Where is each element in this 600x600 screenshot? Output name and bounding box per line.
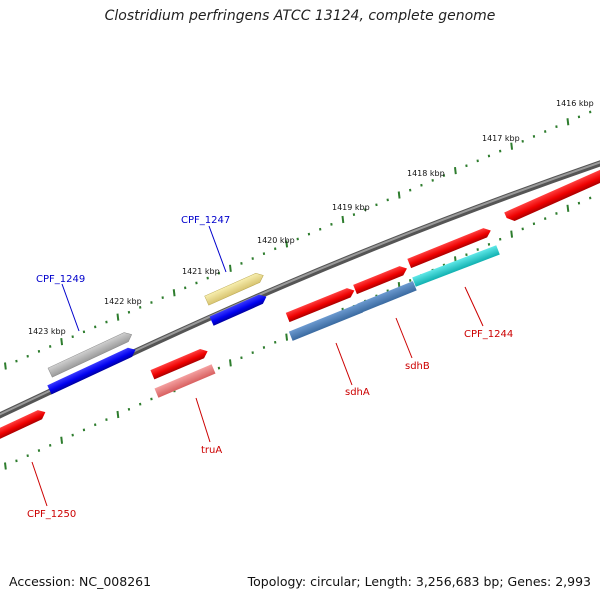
- cds-forward-8[interactable]: [0, 408, 47, 442]
- gene-CPF_1249[interactable]: [47, 330, 134, 378]
- kbp-label-1418: 1418 kbp: [407, 169, 445, 178]
- cds-forward-5[interactable]: [353, 264, 409, 295]
- cds-forward-4[interactable]: [407, 226, 492, 269]
- gene-label-CPF_1247[interactable]: CPF_1247: [181, 215, 230, 226]
- gene-truA[interactable]: [154, 364, 216, 398]
- leader-line-CPF_1247: [208, 225, 227, 273]
- cds-forward-3[interactable]: [504, 166, 600, 223]
- major-tick: [116, 410, 120, 419]
- gene-label-CPF_1244[interactable]: CPF_1244: [464, 329, 513, 340]
- major-tick: [510, 142, 514, 150]
- major-tick: [229, 359, 232, 367]
- kbp-label-1421: 1421 kbp: [182, 267, 220, 276]
- major-tick: [4, 362, 7, 370]
- major-tick: [285, 333, 289, 341]
- major-tick: [4, 462, 7, 470]
- gene-label-sdhA[interactable]: sdhA: [345, 387, 370, 398]
- gene-label-truA[interactable]: truA: [201, 445, 222, 456]
- genome-backbone: [0, 160, 600, 419]
- kbp-label-1417: 1417 kbp: [482, 134, 520, 143]
- inner-feature-track: [154, 245, 500, 398]
- kbp-label-1423: 1423 kbp: [28, 327, 66, 336]
- leader-line-CPF_1249: [61, 283, 80, 332]
- major-tick: [285, 240, 289, 248]
- major-tick: [397, 191, 401, 199]
- major-tick: [566, 118, 570, 126]
- leader-line-CPF_1244: [464, 286, 484, 327]
- major-tick: [172, 289, 176, 297]
- kbp-label-1420: 1420 kbp: [257, 236, 295, 245]
- major-tick: [341, 215, 345, 224]
- forward-feature-track: [0, 166, 600, 442]
- cds-forward-7[interactable]: [150, 347, 209, 380]
- genome-summary-text: Topology: circular; Length: 3,256,683 bp…: [247, 574, 591, 589]
- gene-CPF_1247[interactable]: [204, 271, 266, 306]
- cds-forward-6[interactable]: [285, 286, 357, 323]
- major-tick: [60, 337, 64, 346]
- major-tick: [454, 167, 457, 175]
- major-tick: [510, 230, 514, 238]
- leader-line-CPF_1250: [31, 461, 48, 507]
- outer-tick-ruler: [4, 110, 592, 370]
- major-tick: [60, 436, 64, 444]
- gene-label-CPF_1249[interactable]: CPF_1249: [36, 274, 85, 285]
- leader-line-sdhA: [335, 342, 353, 386]
- gene-sdhB[interactable]: [357, 281, 417, 313]
- leader-line-sdhB: [395, 317, 413, 359]
- map-title: Clostridium perfringens ATCC 13124, comp…: [104, 8, 496, 24]
- major-tick: [229, 264, 232, 272]
- cds-forward-1[interactable]: [47, 345, 137, 395]
- gene-label-sdhB[interactable]: sdhB: [405, 361, 430, 372]
- kbp-label-1419: 1419 kbp: [332, 203, 370, 212]
- kbp-label-1416: 1416 kbp: [556, 99, 594, 108]
- gene-label-CPF_1250[interactable]: CPF_1250: [27, 509, 76, 520]
- accession-text: Accession: NC_008261: [9, 574, 152, 589]
- gene-CPF_1244[interactable]: [412, 245, 500, 287]
- gene-sdhA[interactable]: [288, 303, 364, 341]
- kbp-label-1422: 1422 kbp: [104, 297, 142, 306]
- major-tick: [116, 313, 120, 321]
- major-tick: [566, 204, 570, 212]
- leader-line-truA: [195, 397, 211, 443]
- cds-forward-2[interactable]: [209, 292, 269, 326]
